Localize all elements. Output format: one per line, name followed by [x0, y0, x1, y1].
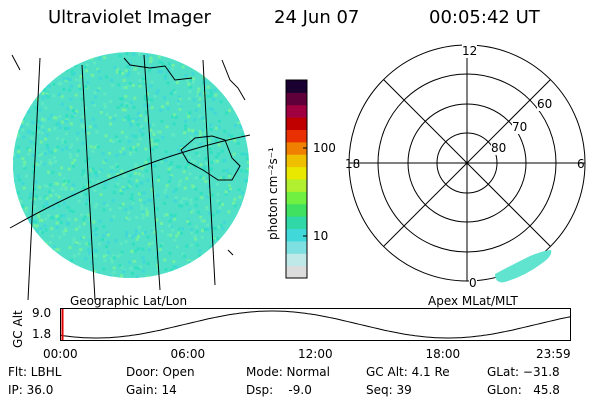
filter-info: Flt: LBHL [8, 365, 62, 379]
time-tick-label: 12:00 [298, 347, 333, 361]
gc-alt-info: GC Alt: 4.1 Re [366, 365, 450, 379]
longitude-line [27, 57, 41, 301]
colorbar-band [286, 104, 307, 118]
altitude-curve [60, 310, 571, 339]
mlat-label-80: 80 [491, 141, 507, 155]
time-label: 00:05:42 UT [429, 7, 540, 28]
mlt-label-6: 6 [577, 157, 585, 171]
ip-info: IP: 36.0 [8, 383, 54, 397]
coastline [221, 59, 246, 101]
colorbar-band [286, 216, 307, 229]
coastline [227, 249, 234, 256]
dsp-info: Dsp: -9.0 [246, 383, 312, 397]
longitude-line [81, 64, 96, 301]
colorbar-band [286, 92, 307, 106]
colorbar-tick-100: 100 [313, 141, 336, 155]
colorbar-band [286, 191, 307, 205]
geographic-label: Geographic Lat/Lon [70, 294, 188, 308]
time-tick-label: 23:59 [536, 347, 571, 361]
colorbar-band [286, 240, 307, 254]
gain-info: Gain: 14 [126, 383, 177, 397]
latitude-line [9, 134, 251, 229]
date-label: 24 Jun 07 [274, 7, 360, 28]
colorbar-band [286, 80, 307, 93]
coastline [180, 135, 241, 181]
colorbar-band [286, 203, 307, 217]
apex-label: Apex MLat/MLT [428, 294, 518, 308]
altitude-plot [60, 308, 571, 341]
colorbar-band [286, 166, 307, 180]
geographic-map [9, 52, 251, 301]
time-tick-label: 18:00 [425, 347, 461, 361]
altitude-plot-frame [60, 308, 571, 341]
mlt-label-18: 18 [345, 157, 361, 171]
colorbar-band [286, 179, 307, 192]
colorbar-band [286, 154, 307, 168]
time-tick-label: 00:00 [43, 347, 78, 361]
altitude-tick-low: 1.8 [32, 327, 52, 341]
glat-info: GLat: −31.8 [487, 365, 560, 379]
colorbar-band [286, 253, 307, 267]
altitude-axis-label: GC Alt [11, 310, 25, 348]
coastline [123, 57, 193, 81]
auroral-emission [495, 250, 552, 283]
glon-info: GLon: 45.8 [487, 383, 560, 397]
mlat-label-70: 70 [512, 120, 528, 134]
mode-info: Mode: Normal [246, 365, 330, 379]
longitude-line [202, 59, 216, 286]
coastline [11, 54, 21, 71]
seq-info: Seq: 39 [366, 383, 412, 397]
colorbar-band [286, 129, 307, 143]
instrument-title: Ultraviolet Imager [48, 7, 211, 28]
time-tick-label: 06:00 [170, 347, 206, 361]
mlt-label-12: 12 [462, 44, 478, 58]
mlt-meridian [383, 79, 551, 247]
door-info: Door: Open [126, 365, 195, 379]
colorbar [285, 79, 308, 279]
mlt-label-0: 0 [469, 276, 477, 290]
apex-polar-map [348, 44, 586, 283]
longitude-line [143, 54, 161, 291]
colorbar-band [286, 117, 307, 130]
colorbar-band [286, 141, 307, 155]
colorbar-band [286, 265, 307, 279]
mlat-label-60: 60 [537, 97, 553, 111]
colorbar-band [286, 228, 307, 242]
colorbar-unit-label: photon cm⁻²s⁻¹ [266, 147, 280, 240]
colorbar-tick-10: 10 [313, 229, 329, 243]
altitude-tick-high: 9.0 [32, 306, 52, 320]
